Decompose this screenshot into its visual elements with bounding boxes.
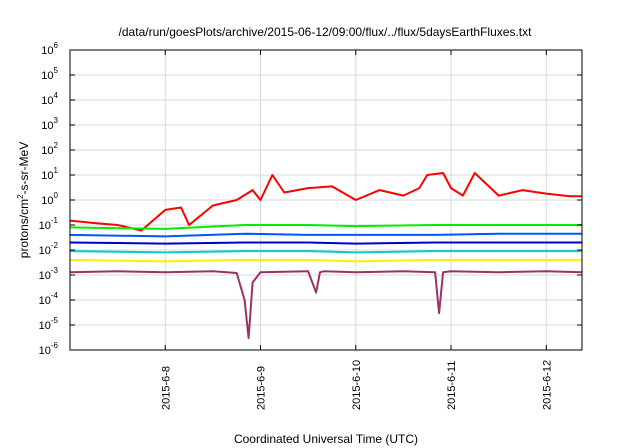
x-tick-label: 2015-6-10 bbox=[351, 360, 363, 410]
series-line-6 bbox=[69, 258, 582, 263]
y-tick-base: 10 bbox=[41, 45, 53, 57]
y-tick-base: 10 bbox=[39, 320, 51, 332]
y-tick-label: 106 bbox=[41, 41, 58, 57]
y-tick-label: 10-1 bbox=[39, 216, 59, 232]
series-line-5 bbox=[69, 250, 582, 254]
y-tick-label: 10-5 bbox=[39, 316, 59, 332]
y-tick-base: 10 bbox=[39, 345, 51, 357]
y-axis: 10-610-510-410-310-210-11001011021031041… bbox=[39, 41, 582, 357]
x-tick-label: 2015-6-9 bbox=[256, 366, 268, 410]
y-tick-base: 10 bbox=[39, 245, 51, 257]
y-tick-exponent: -5 bbox=[51, 316, 59, 325]
y-tick-label: 10-4 bbox=[39, 291, 59, 307]
y-tick-base: 10 bbox=[41, 145, 53, 157]
y-tick-label: 104 bbox=[41, 91, 58, 107]
chart-title: /data/run/goesPlots/archive/2015-06-12/0… bbox=[119, 25, 533, 39]
y-tick-base: 10 bbox=[41, 70, 53, 82]
y-tick-base: 10 bbox=[41, 95, 53, 107]
x-tick-label: 2015-6-11 bbox=[446, 361, 458, 410]
series-line-1 bbox=[69, 172, 582, 232]
series-group bbox=[69, 172, 583, 340]
y-tick-exponent: -1 bbox=[51, 216, 59, 225]
y-tick-exponent: 3 bbox=[54, 116, 59, 125]
y-tick-label: 105 bbox=[41, 66, 58, 82]
x-tick-label: 2015-6-12 bbox=[541, 360, 553, 410]
series-line-4 bbox=[69, 241, 582, 245]
y-axis-label-pre: protons/cm bbox=[17, 199, 31, 258]
y-tick-base: 10 bbox=[39, 295, 51, 307]
y-tick-label: 10-2 bbox=[39, 241, 59, 257]
y-tick-exponent: 1 bbox=[54, 166, 59, 175]
y-axis-label: protons/cm2-s-sr-MeV bbox=[16, 142, 31, 258]
y-tick-base: 10 bbox=[41, 195, 53, 207]
y-tick-exponent: 0 bbox=[54, 191, 59, 200]
x-axis: 2015-6-8 2015-6-9 2015-6-10 2015-6-11 2015-6… bbox=[160, 50, 553, 410]
series-line-3 bbox=[69, 232, 582, 238]
y-tick-exponent: 5 bbox=[54, 66, 59, 75]
y-tick-base: 10 bbox=[39, 220, 51, 232]
y-tick-label: 103 bbox=[41, 116, 58, 132]
x-tick-label: 2015-6-8 bbox=[160, 366, 172, 410]
y-tick-exponent: 4 bbox=[54, 91, 59, 100]
x-axis-label: Coordinated Universal Time (UTC) bbox=[234, 432, 418, 446]
y-tick-label: 10-3 bbox=[39, 266, 59, 282]
y-tick-exponent: 2 bbox=[54, 141, 59, 150]
y-axis-label-post: -s-sr-MeV bbox=[17, 142, 31, 195]
y-tick-label: 101 bbox=[41, 166, 58, 182]
y-tick-base: 10 bbox=[41, 120, 53, 132]
y-tick-base: 10 bbox=[41, 170, 53, 182]
series-line-2 bbox=[69, 224, 582, 230]
y-axis-label-sup: 2 bbox=[16, 194, 25, 199]
y-tick-exponent: -3 bbox=[51, 266, 59, 275]
grid bbox=[70, 50, 582, 350]
y-tick-exponent: -6 bbox=[51, 341, 59, 350]
y-tick-label: 102 bbox=[41, 141, 58, 157]
y-tick-label: 100 bbox=[41, 191, 58, 207]
y-tick-base: 10 bbox=[39, 270, 51, 282]
y-tick-exponent: 6 bbox=[54, 41, 59, 50]
y-tick-exponent: -4 bbox=[51, 291, 59, 300]
y-tick-label: 10-6 bbox=[39, 341, 59, 357]
y-tick-exponent: -2 bbox=[51, 241, 59, 250]
series-line-7 bbox=[69, 270, 583, 340]
